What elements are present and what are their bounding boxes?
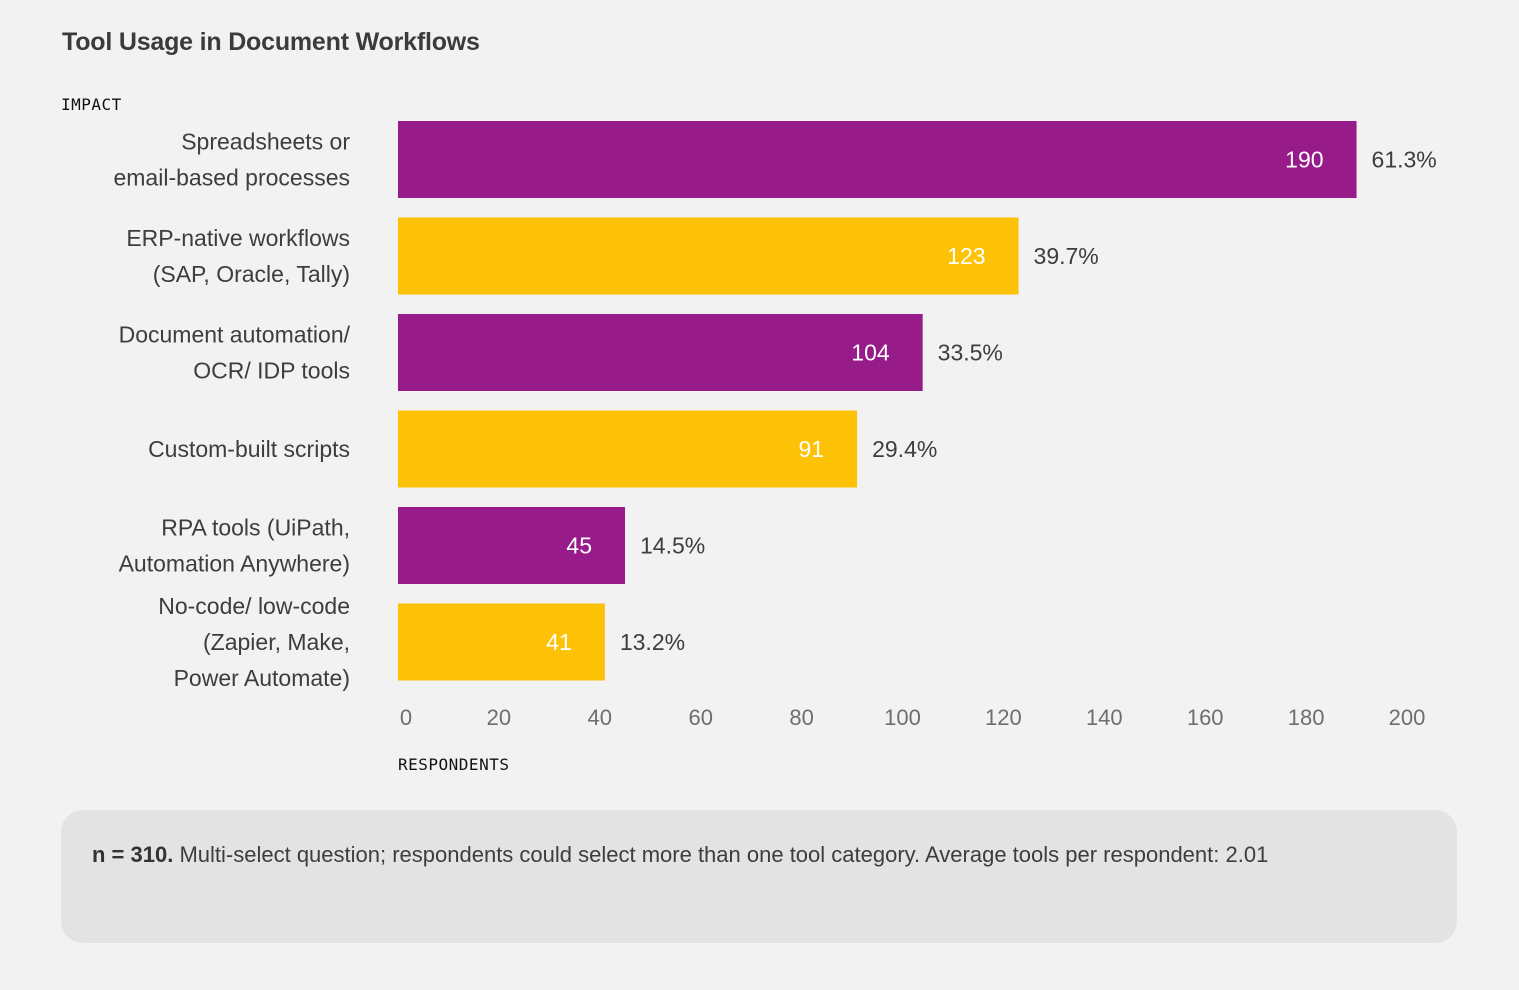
category-label: Automation Anywhere) [119,551,350,577]
bar-percent-label: 39.7% [1034,243,1099,269]
bar [398,603,605,681]
x-tick-label: 0 [400,705,412,730]
bar [398,314,923,391]
x-tick-label: 80 [789,705,813,730]
category-label: Spreadsheets or [181,129,350,155]
bar-percent-label: 14.5% [640,533,705,559]
bar-percent-label: 13.2% [620,629,685,655]
x-tick-label: 40 [588,705,612,730]
category-label: (SAP, Oracle, Tally) [153,261,350,287]
x-tick-label: 60 [688,705,712,730]
category-label: (Zapier, Make, [203,629,350,655]
category-label: No-code/ low-code [158,593,350,619]
bar [398,217,1019,295]
x-tick-label: 160 [1187,705,1224,730]
footnote-box: n = 310. Multi-select question; responde… [61,810,1457,943]
x-tick-label: 140 [1086,705,1123,730]
category-label: OCR/ IDP tools [193,358,350,384]
x-tick-label: 200 [1389,705,1426,730]
category-label: Custom-built scripts [148,436,350,462]
bar-percent-label: 33.5% [938,340,1003,366]
footnote-text: Multi-select question; respondents could… [173,842,1269,867]
bar [398,121,1357,198]
bar [398,507,626,584]
bar-value-label: 45 [566,533,592,559]
bar-value-label: 190 [1285,147,1323,173]
bar-chart: 190 61.3% Spreadsheets or email-based proce… [113,121,1437,730]
x-tick-label: 100 [884,705,921,730]
category-label: RPA tools (UiPath, [161,515,350,541]
category-label: Document automation/ [119,322,351,348]
category-label: email-based processes [113,165,350,191]
chart-title: Tool Usage in Document Workflows [62,28,480,56]
bar-percent-label: 61.3% [1372,147,1437,173]
bar-value-label: 123 [947,243,985,269]
category-label: ERP-native workflows [126,225,350,251]
sample-size-note: n = 310. [92,842,174,867]
category-label: Power Automate) [174,665,350,691]
bar-value-label: 91 [799,436,825,462]
bar-percent-label: 29.4% [872,436,937,462]
bar-value-label: 104 [851,340,890,366]
x-axis-label: RESPONDENTS [398,755,510,774]
x-tick-label: 20 [487,705,511,730]
x-tick-label: 120 [985,705,1022,730]
y-axis-label: IMPACT [61,95,122,114]
x-tick-label: 180 [1288,705,1325,730]
bar-value-label: 41 [546,629,572,655]
bar [398,410,858,488]
